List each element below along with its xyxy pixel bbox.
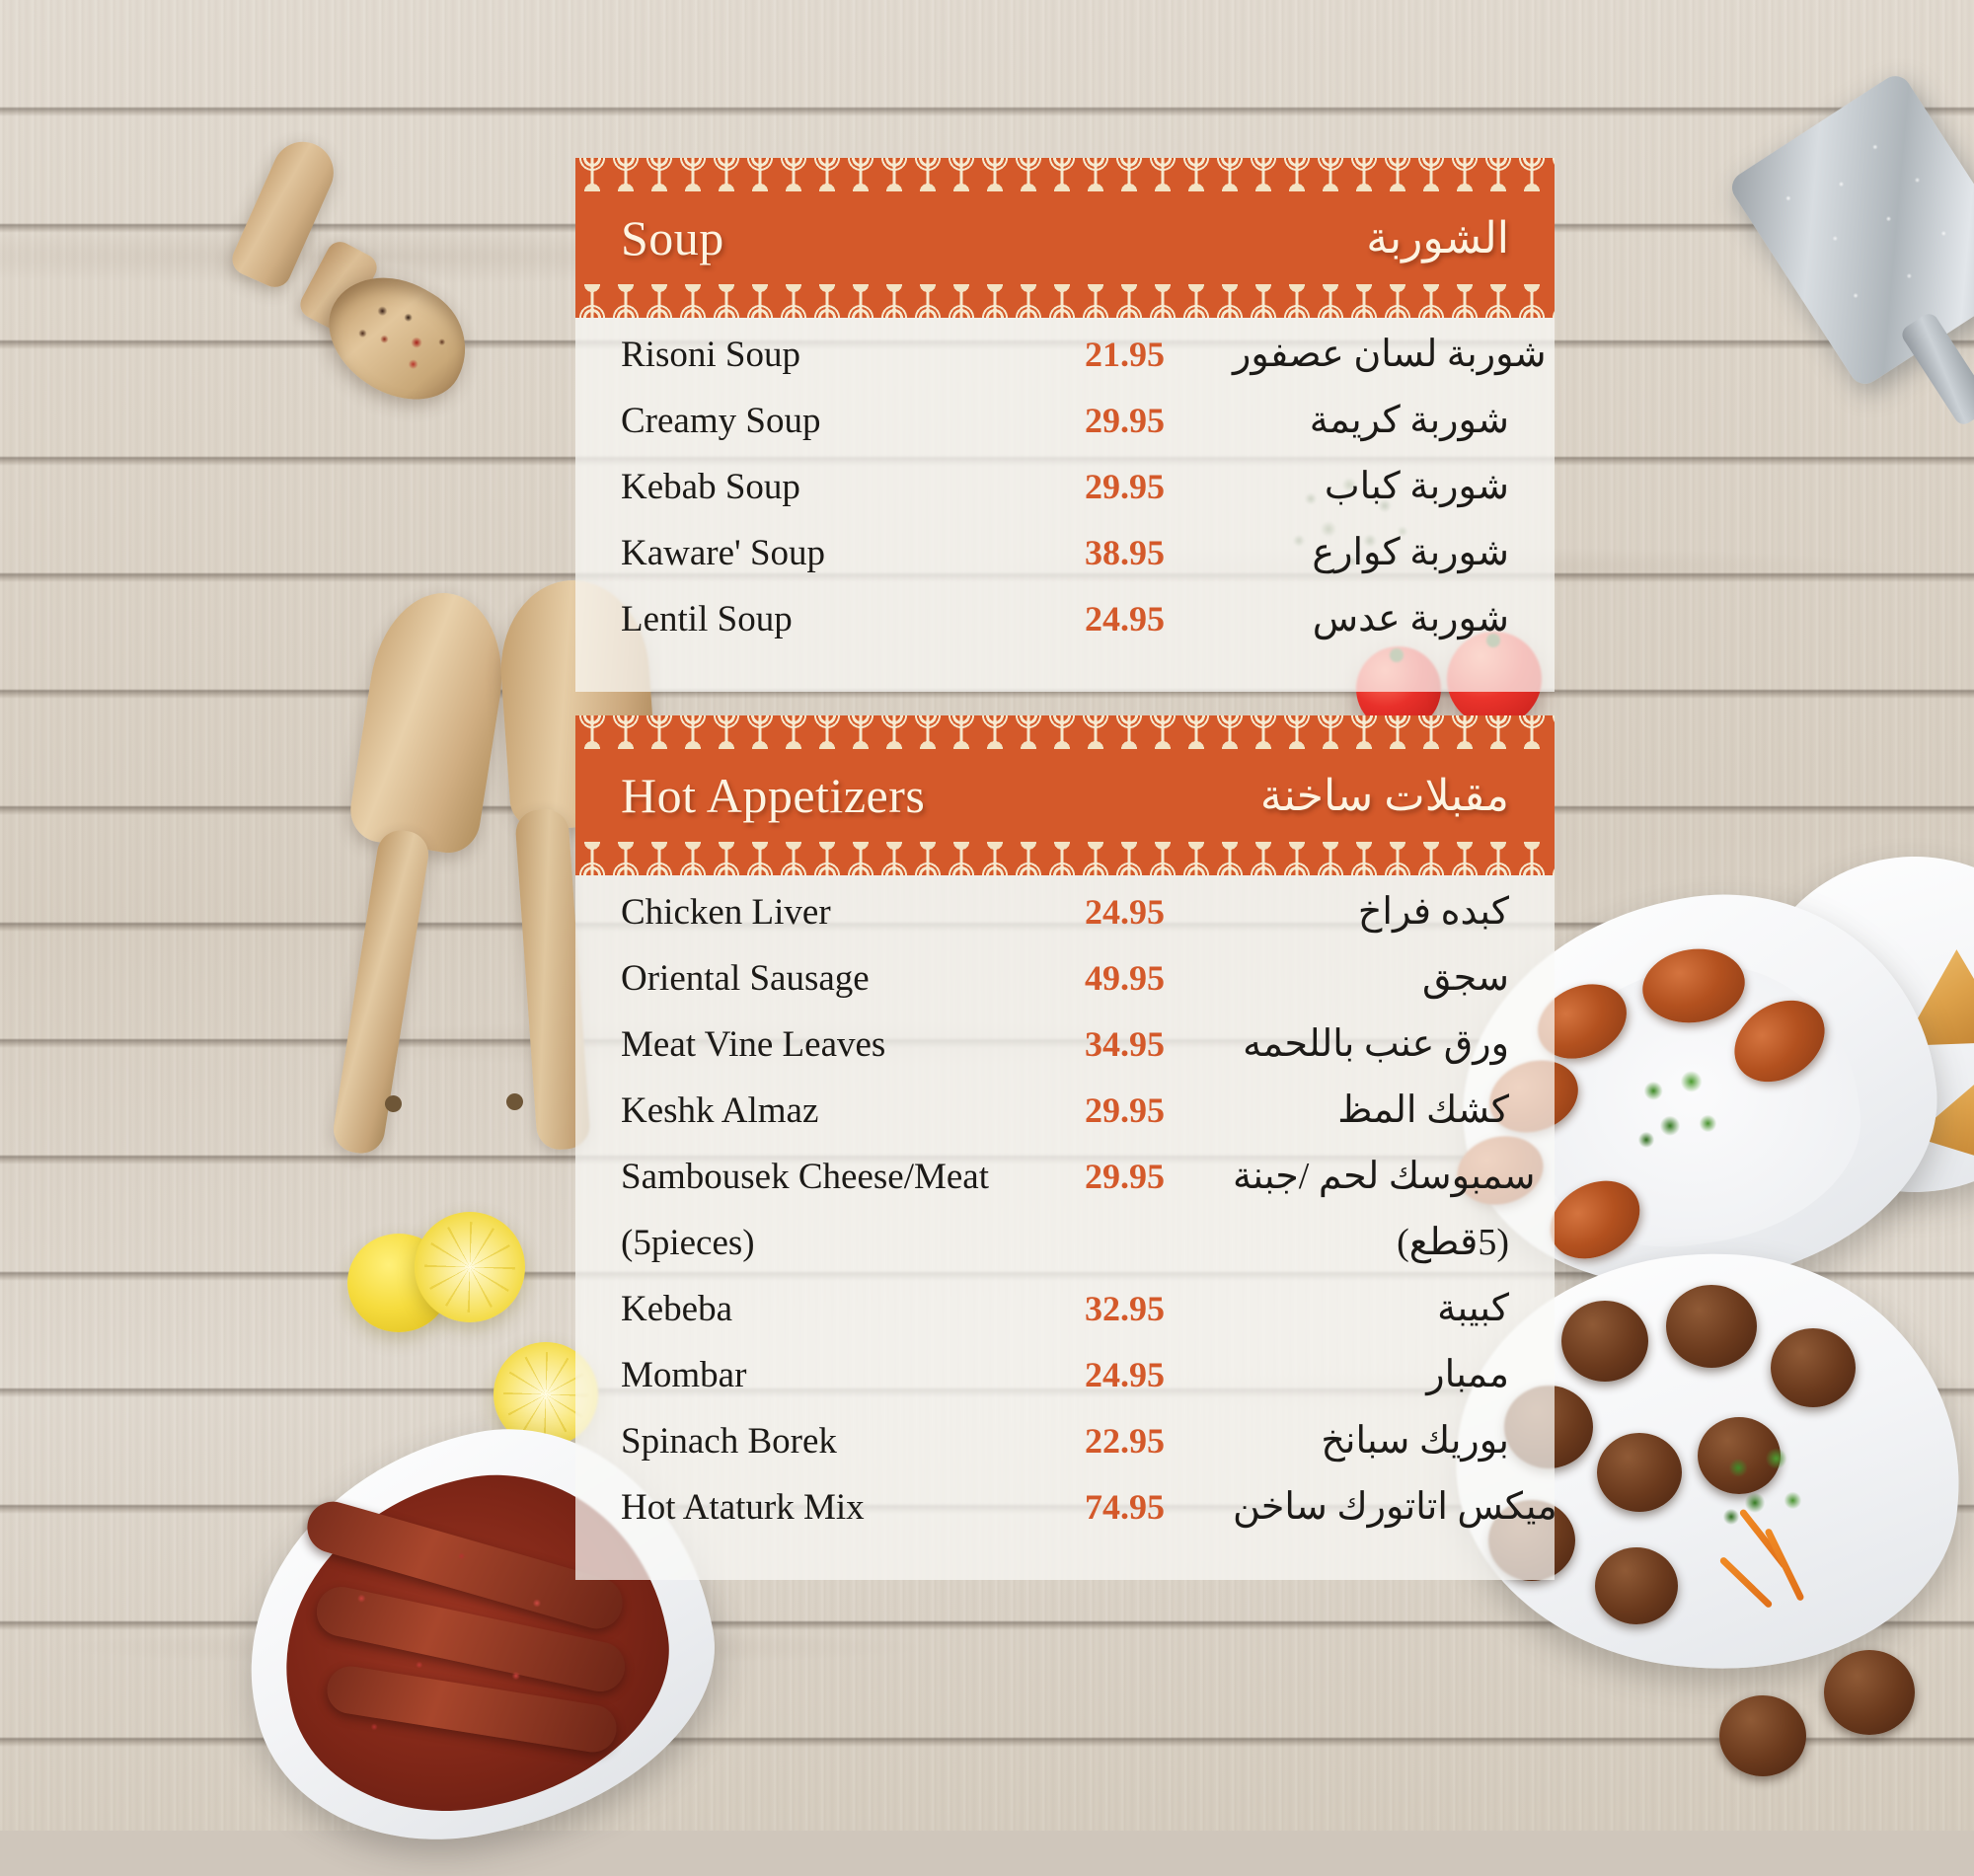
menu-item-row[interactable]: Risoni Soup 21.95 شوربة لسان عصفور [621, 332, 1547, 398]
section-items-soup: Risoni Soup 21.95 شوربة لسان عصفور Cream… [575, 318, 1555, 692]
section-header-hot-appetizers: Hot Appetizers مقبلات ساخنة [575, 749, 1555, 842]
item-price: 38.95 [1085, 533, 1165, 572]
lemon-slice-icon [415, 1212, 525, 1322]
item-name-ar: ممبار [1426, 1354, 1509, 1395]
item-price: 49.95 [1085, 958, 1165, 998]
menu-item-row[interactable]: Mombar 24.95 ممبار [621, 1352, 1509, 1418]
menu-item-row-continuation: (5pieces) (5قطع) [621, 1220, 1509, 1286]
item-name-en: Risoni Soup [621, 335, 800, 375]
ornament-border-bottom [575, 842, 1555, 875]
menu-section-soup: Soup الشوربة Risoni Soup 21.95 شوربة لسا… [575, 158, 1555, 692]
item-price: 74.95 [1085, 1487, 1165, 1527]
meatball-icon [1597, 1433, 1682, 1512]
item-name-ar: بوريك سبانخ [1321, 1420, 1509, 1462]
menu-item-row[interactable]: Hot Ataturk Mix 74.95 ميكس اتاتورك ساخن [621, 1484, 1557, 1550]
item-name-en: Mombar [621, 1355, 747, 1395]
item-name-en: Kaware' Soup [621, 533, 826, 573]
ornament-border-top [575, 158, 1555, 191]
item-portion-ar: (5قطع) [1397, 1222, 1509, 1263]
item-name-ar: شوربة كباب [1324, 466, 1509, 507]
ornament-border-top [575, 715, 1555, 749]
item-price: 29.95 [1085, 1090, 1165, 1130]
meatball-icon [1719, 1695, 1806, 1776]
meatball-icon [1824, 1650, 1915, 1735]
item-name-ar: سجق [1421, 957, 1509, 999]
item-name-en: Meat Vine Leaves [621, 1024, 886, 1065]
item-name-ar: كشك المظ [1337, 1089, 1509, 1131]
item-price: 21.95 [1085, 335, 1165, 374]
item-portion-en: (5pieces) [621, 1223, 755, 1263]
item-name-ar: ورق عنب باللحمه [1243, 1023, 1509, 1065]
menu-item-row[interactable]: Spinach Borek 22.95 بوريك سبانخ [621, 1418, 1509, 1484]
item-name-en: Lentil Soup [621, 599, 793, 639]
item-name-en: Kebab Soup [621, 467, 800, 507]
item-price: 24.95 [1085, 599, 1165, 638]
item-price: 29.95 [1085, 1157, 1165, 1196]
menu-item-row[interactable]: Kebab Soup 29.95 شوربة كباب [621, 464, 1509, 530]
item-name-en: Creamy Soup [621, 401, 821, 441]
item-price: 32.95 [1085, 1289, 1165, 1328]
menu-item-row[interactable]: Kebeba 32.95 كبيبة [621, 1286, 1509, 1352]
item-name-en: Sambousek Cheese/Meat [621, 1157, 989, 1197]
section-title-ar: الشوربة [1366, 213, 1509, 263]
item-name-ar: كبيبة [1437, 1288, 1509, 1329]
menu-item-row[interactable]: Meat Vine Leaves 34.95 ورق عنب باللحمه [621, 1021, 1509, 1088]
menu-section-hot-appetizers: Hot Appetizers مقبلات ساخنة Chicken Live… [575, 715, 1557, 1580]
section-title-en: Soup [621, 210, 724, 265]
item-name-en: Keshk Almaz [621, 1090, 819, 1131]
ornament-border-bottom [575, 284, 1555, 318]
parsley-garnish-icon [1623, 1056, 1741, 1172]
item-price: 24.95 [1085, 1355, 1165, 1394]
item-name-en: Kebeba [621, 1289, 732, 1329]
item-name-en: Hot Ataturk Mix [621, 1487, 865, 1528]
menu-item-row[interactable]: Sambousek Cheese/Meat 29.95 سمبوسك لحم /… [621, 1154, 1536, 1220]
item-name-ar: شوربة عدس [1312, 598, 1509, 639]
menu-item-row[interactable]: Creamy Soup 29.95 شوربة كريمة [621, 398, 1509, 464]
section-items-hot-appetizers: Chicken Liver 24.95 كبده فراخ Oriental S… [575, 875, 1557, 1580]
item-name-en: Chicken Liver [621, 892, 831, 933]
section-title-ar: مقبلات ساخنة [1259, 771, 1509, 820]
menu-item-row[interactable]: Chicken Liver 24.95 كبده فراخ [621, 889, 1509, 955]
item-name-en: Spinach Borek [621, 1421, 837, 1462]
menu-item-row[interactable]: Kaware' Soup 38.95 شوربة كوارع [621, 530, 1509, 596]
item-name-ar: شوربة كوارع [1312, 532, 1509, 573]
item-name-ar: كبده فراخ [1357, 891, 1509, 933]
item-price: 22.95 [1085, 1421, 1165, 1461]
section-title-en: Hot Appetizers [621, 768, 926, 823]
item-price: 29.95 [1085, 401, 1165, 440]
item-name-en: Oriental Sausage [621, 958, 870, 999]
spoon-hole-icon [506, 1093, 523, 1110]
item-name-ar: ميكس اتاتورك ساخن [1233, 1486, 1557, 1528]
menu-item-row[interactable]: Oriental Sausage 49.95 سجق [621, 955, 1509, 1021]
meatball-icon [1561, 1301, 1648, 1382]
menu-item-row[interactable]: Lentil Soup 24.95 شوربة عدس [621, 596, 1509, 662]
item-name-ar: شوربة كريمة [1309, 400, 1509, 441]
item-price: 24.95 [1085, 892, 1165, 932]
section-header-soup: Soup الشوربة [575, 191, 1555, 284]
item-price: 34.95 [1085, 1024, 1165, 1064]
item-price: 29.95 [1085, 467, 1165, 506]
meatball-icon [1666, 1285, 1757, 1368]
item-name-ar: سمبوسك لحم /جبنة [1233, 1156, 1536, 1197]
lemon-segments-icon [424, 1222, 515, 1313]
item-name-ar: شوربة لسان عصفور [1233, 334, 1547, 375]
meatball-icon [1595, 1547, 1678, 1624]
lemon-segments-icon [503, 1352, 588, 1437]
meatball-icon [1771, 1328, 1856, 1407]
menu-item-row[interactable]: Keshk Almaz 29.95 كشك المظ [621, 1088, 1509, 1154]
